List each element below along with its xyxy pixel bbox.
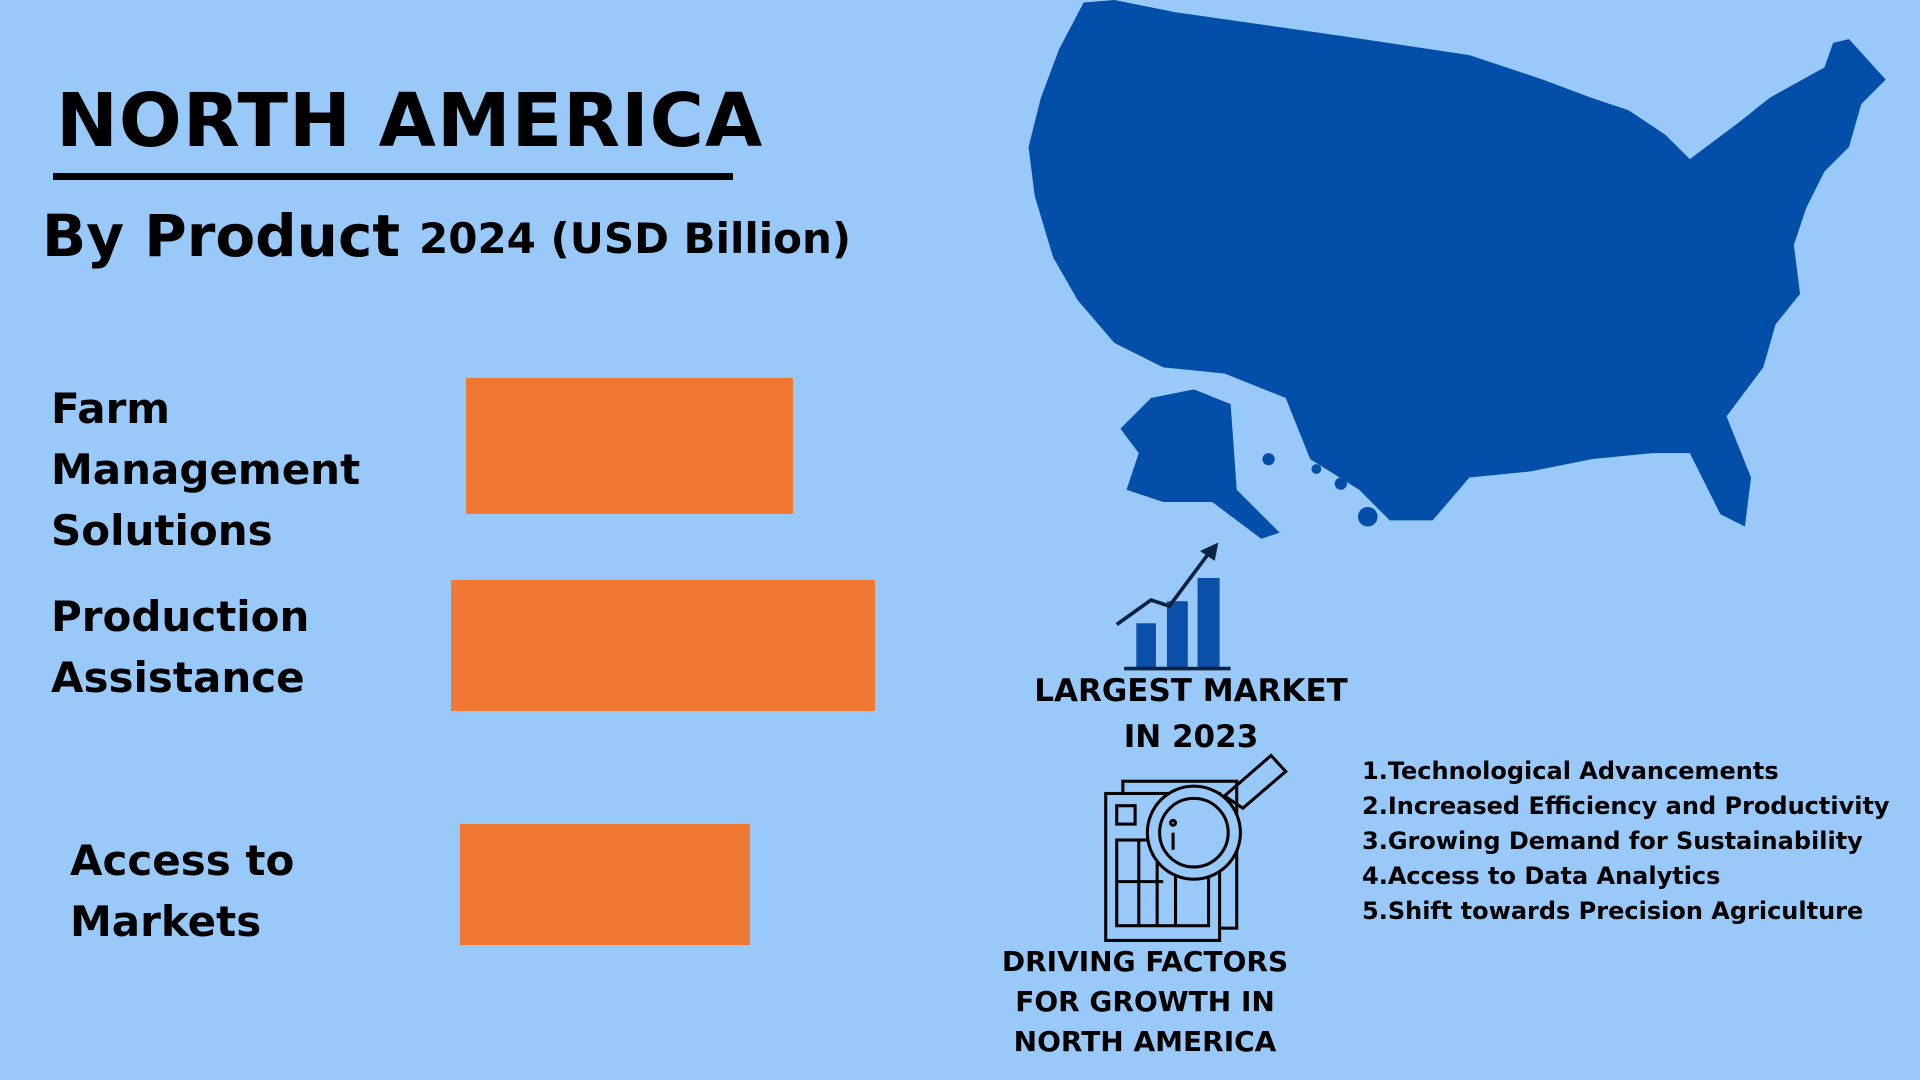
map-mainland (1028, 0, 1886, 527)
bar (460, 824, 751, 945)
map-island (1311, 464, 1322, 474)
page-title: NORTH AMERICA (56, 78, 764, 164)
driver-item: 5.Shift towards Precision Agriculture (1362, 897, 1864, 925)
bar (466, 378, 793, 514)
icon-box (1115, 804, 1137, 826)
driver-item: 1.Technological Advancements (1362, 757, 1779, 785)
icon-i-dot (1169, 818, 1178, 827)
icon-arrow (1115, 547, 1214, 626)
icon-handle (1221, 753, 1288, 811)
drivers-title: DRIVING FACTORS FOR GROWTH IN NORTH AMER… (1001, 945, 1289, 1058)
map-island (1262, 453, 1275, 466)
map-island (1334, 477, 1347, 490)
chart-subtitle: 2024 (USD Billion) (419, 214, 852, 263)
category-label: Farm Management Solutions (51, 384, 361, 555)
highlight-label: LARGEST MARKET IN 2023 (1034, 673, 1348, 755)
icon-lens (1145, 784, 1242, 881)
category-label: Access to Markets (70, 836, 295, 946)
category-label: Production Assistance (51, 592, 310, 702)
bar (451, 580, 875, 711)
title-underline (53, 173, 733, 180)
icon-lens (1158, 796, 1230, 869)
drivers-list: 1.Technological Advancements 2.Increased … (1362, 754, 1890, 929)
chart-title: By Product (42, 202, 401, 270)
usa-map (1028, 0, 1886, 539)
report-icon (1104, 753, 1288, 942)
icon-bar (1136, 623, 1156, 668)
driver-item: 2.Increased Efficiency and Productivity (1362, 792, 1890, 820)
icon-bar (1166, 601, 1188, 668)
map-alaska (1120, 389, 1280, 539)
map-island (1357, 506, 1378, 527)
growth-icon (1115, 542, 1231, 671)
driver-item: 4.Access to Data Analytics (1362, 862, 1721, 890)
icon-bar (1197, 577, 1220, 668)
icon-arrowhead (1200, 542, 1219, 561)
driver-item: 3.Growing Demand for Sustainability (1362, 827, 1863, 855)
